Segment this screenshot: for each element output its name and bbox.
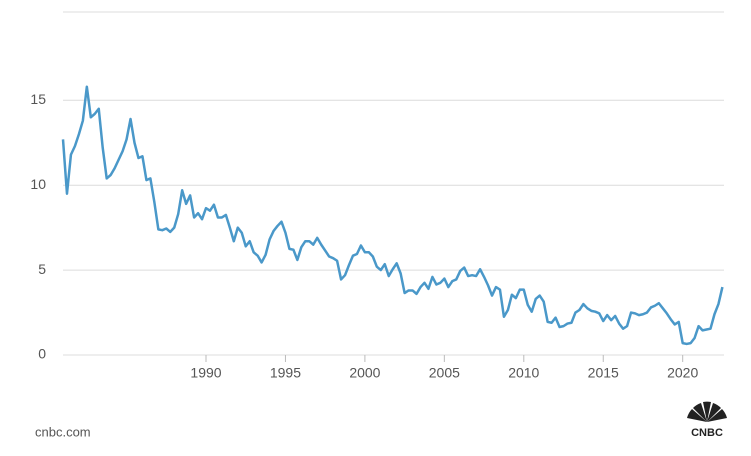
logo-text: CNBC [691, 427, 723, 439]
x-tick-label: 2010 [508, 365, 539, 381]
x-tick-label: 1990 [190, 365, 221, 381]
x-tick-label: 2005 [429, 365, 460, 381]
source: cnbc.com [35, 424, 91, 439]
y-tick-label: 5 [38, 261, 46, 277]
x-tick-label: 2015 [588, 365, 619, 381]
peacock [687, 401, 727, 422]
x-tick-label: 2020 [667, 365, 698, 381]
y-tick-label: 15 [30, 91, 46, 107]
y-tick-label: 10 [30, 176, 46, 192]
cnbc-logo: CNBC [687, 401, 727, 439]
x-tick-label: 2000 [349, 365, 380, 381]
series-line [61, 85, 724, 346]
y-tick-label: 0 [38, 346, 46, 362]
x-tick-label: 1995 [270, 365, 301, 381]
